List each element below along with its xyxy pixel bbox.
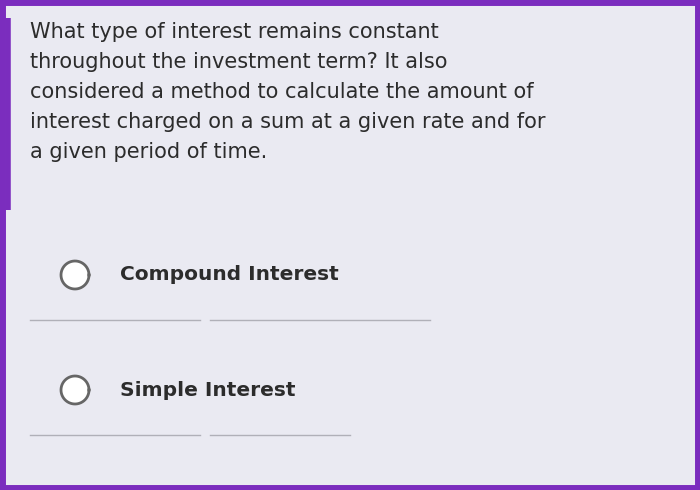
Text: considered a method to calculate the amount of: considered a method to calculate the amo… [30,82,533,102]
Text: throughout the investment term? It also: throughout the investment term? It also [30,52,447,72]
Text: Compound Interest: Compound Interest [120,266,339,285]
Polygon shape [61,261,89,289]
Text: Simple Interest: Simple Interest [120,381,295,399]
Polygon shape [61,376,89,404]
Text: What type of interest remains constant: What type of interest remains constant [30,22,439,42]
Text: interest charged on a sum at a given rate and for: interest charged on a sum at a given rat… [30,112,545,132]
Text: a given period of time.: a given period of time. [30,142,267,162]
